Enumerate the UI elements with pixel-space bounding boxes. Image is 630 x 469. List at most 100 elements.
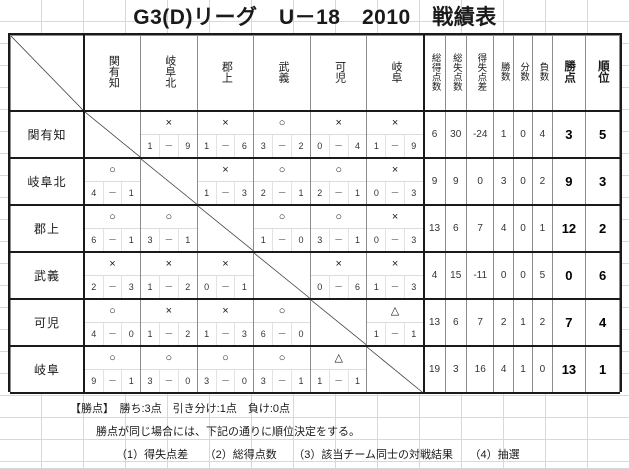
match-goals-for: 0 (368, 229, 387, 250)
match-goals-against: 1 (355, 188, 361, 198)
match-goals-against: 6 (241, 141, 247, 151)
column-header-team-label: 可児 (333, 60, 346, 83)
cell-rank: 2 (585, 204, 620, 253)
match-cell: ○ 9 － 1 (83, 345, 142, 394)
cell-pts: 9 (551, 157, 587, 206)
match-goals-against: 4 (355, 141, 361, 151)
cell-d: 0 (512, 204, 534, 253)
match-score: 1 － 2 (142, 276, 197, 297)
match-goals-for: 0 (368, 182, 387, 203)
match-result-mark: ○ (84, 159, 140, 182)
match-goals-against: 1 (128, 235, 134, 245)
match-result-mark: × (198, 253, 253, 276)
table-corner-cell (9, 35, 85, 112)
column-header-label: 勝数 (498, 62, 510, 81)
match-goals-against: 1 (185, 235, 191, 245)
match-score: 2 － 1 (311, 182, 366, 203)
column-header-d: 分数 (512, 35, 534, 112)
match-cell: × 1 － 3 (196, 298, 255, 347)
match-result-mark: × (367, 159, 422, 182)
match-goals-against: 0 (185, 376, 191, 386)
match-goals-for: 1 (368, 135, 387, 156)
match-cell: × 0 － 1 (196, 251, 255, 300)
match-cell-self (253, 251, 311, 300)
note-tiebreak-intro: 勝点が同じ場合には、下記の通りに順位決定をする。 (96, 425, 360, 438)
match-score: 6 － 1 (85, 229, 140, 250)
score-separator: － (273, 323, 293, 344)
match-score: 3 － 2 (255, 135, 310, 156)
cell-w: 3 (493, 157, 514, 206)
match-result-mark: × (367, 253, 422, 276)
match-score: 1 － 9 (142, 135, 197, 156)
score-separator: － (217, 370, 236, 391)
match-cell: × 1 － 6 (196, 110, 255, 159)
match-goals-for: 1 (142, 276, 160, 297)
match-result-mark: × (311, 253, 366, 276)
match-result-mark: ○ (311, 159, 366, 182)
cell-d: 1 (512, 298, 534, 347)
column-header-label: 得失点差 (475, 52, 487, 91)
table-row: 可児 ○ 4 － 0 × 1 － 2 × 1 － 3 ○ 6 － 0 △ 1 － 1 13 6 7 2 1 2 7 4 (9, 298, 620, 347)
match-cell: ○ 3 － 0 (196, 345, 255, 394)
column-header-label: 総得点数 (429, 52, 441, 91)
cell-rank: 6 (585, 251, 620, 300)
match-goals-for: 3 (311, 229, 330, 250)
match-score: 1 － 3 (198, 182, 253, 203)
match-goals-against: 0 (241, 376, 247, 386)
row-header-team: 可児 (9, 298, 85, 347)
cell-l: 0 (532, 345, 553, 394)
score-separator: － (217, 276, 236, 297)
cell-ga: 30 (444, 110, 467, 159)
match-goals-against: 6 (355, 282, 361, 292)
score-separator: － (330, 135, 349, 156)
table-row: 武義 × 2 － 3 × 1 － 2 × 0 － 1 × 0 － 6 × 1 － 3 4 15 -11 0 0 5 0 6 (9, 251, 620, 300)
match-goals-against: 3 (411, 235, 417, 245)
score-separator: － (104, 276, 123, 297)
score-separator: － (217, 323, 236, 344)
cell-l: 1 (532, 204, 553, 253)
column-header-team-4: 武義 (253, 35, 311, 112)
match-goals-for: 2 (311, 182, 330, 203)
table-row: 郡上 ○ 6 － 1 ○ 3 － 1 ○ 1 － 0 ○ 3 － 1 × 0 － 3 13 6 7 4 0 1 12 2 (9, 204, 620, 253)
match-goals-for: 3 (198, 370, 217, 391)
match-goals-for: 1 (198, 182, 217, 203)
score-separator: － (386, 323, 405, 344)
match-goals-against: 9 (185, 141, 191, 151)
note-points-rule: 【勝点】 勝ち:3点 引き分け:1点 負け:0点 (70, 402, 291, 415)
match-goals-against: 3 (241, 329, 247, 339)
table-row: 関有知 × 1 － 9 × 1 － 6 ○ 3 － 2 × 0 － 4 × 1 － 9 6 30 -24 1 0 4 3 5 (9, 110, 620, 159)
cell-ga: 9 (444, 157, 467, 206)
column-header-gd: 得失点差 (465, 35, 495, 112)
match-cell: △ 1 － 1 (366, 298, 425, 347)
match-cell: × 0 － 6 (309, 251, 368, 300)
match-goals-for: 6 (255, 323, 274, 344)
match-goals-against: 2 (298, 141, 304, 151)
cell-w: 2 (493, 298, 514, 347)
match-cell-self (83, 110, 142, 159)
cell-ga: 6 (444, 204, 467, 253)
match-score: 1 － 2 (142, 323, 197, 344)
cell-rank: 1 (585, 345, 620, 394)
match-score: 2 － 3 (85, 276, 140, 297)
cell-d: 0 (512, 251, 534, 300)
score-separator: － (104, 323, 123, 344)
match-result-mark: ○ (198, 347, 253, 370)
match-goals-against: 9 (411, 141, 417, 151)
match-score: 2 － 1 (255, 182, 310, 203)
cell-w: 1 (493, 110, 514, 159)
self-diagonal-line (311, 300, 367, 345)
column-header-team-label: 岐阜 (389, 60, 402, 83)
column-header-gf: 総得点数 (423, 35, 446, 112)
match-cell-self (140, 157, 198, 206)
cell-w: 4 (493, 204, 514, 253)
cell-l: 2 (532, 298, 553, 347)
match-result-mark: × (198, 112, 253, 135)
match-goals-for: 0 (311, 276, 330, 297)
score-separator: － (330, 182, 349, 203)
match-goals-against: 2 (185, 329, 191, 339)
score-separator: － (273, 182, 293, 203)
match-goals-against: 3 (411, 188, 417, 198)
match-cell: ○ 3 － 2 (253, 110, 311, 159)
row-header-team: 岐阜北 (9, 157, 85, 206)
match-result-mark: × (198, 159, 253, 182)
